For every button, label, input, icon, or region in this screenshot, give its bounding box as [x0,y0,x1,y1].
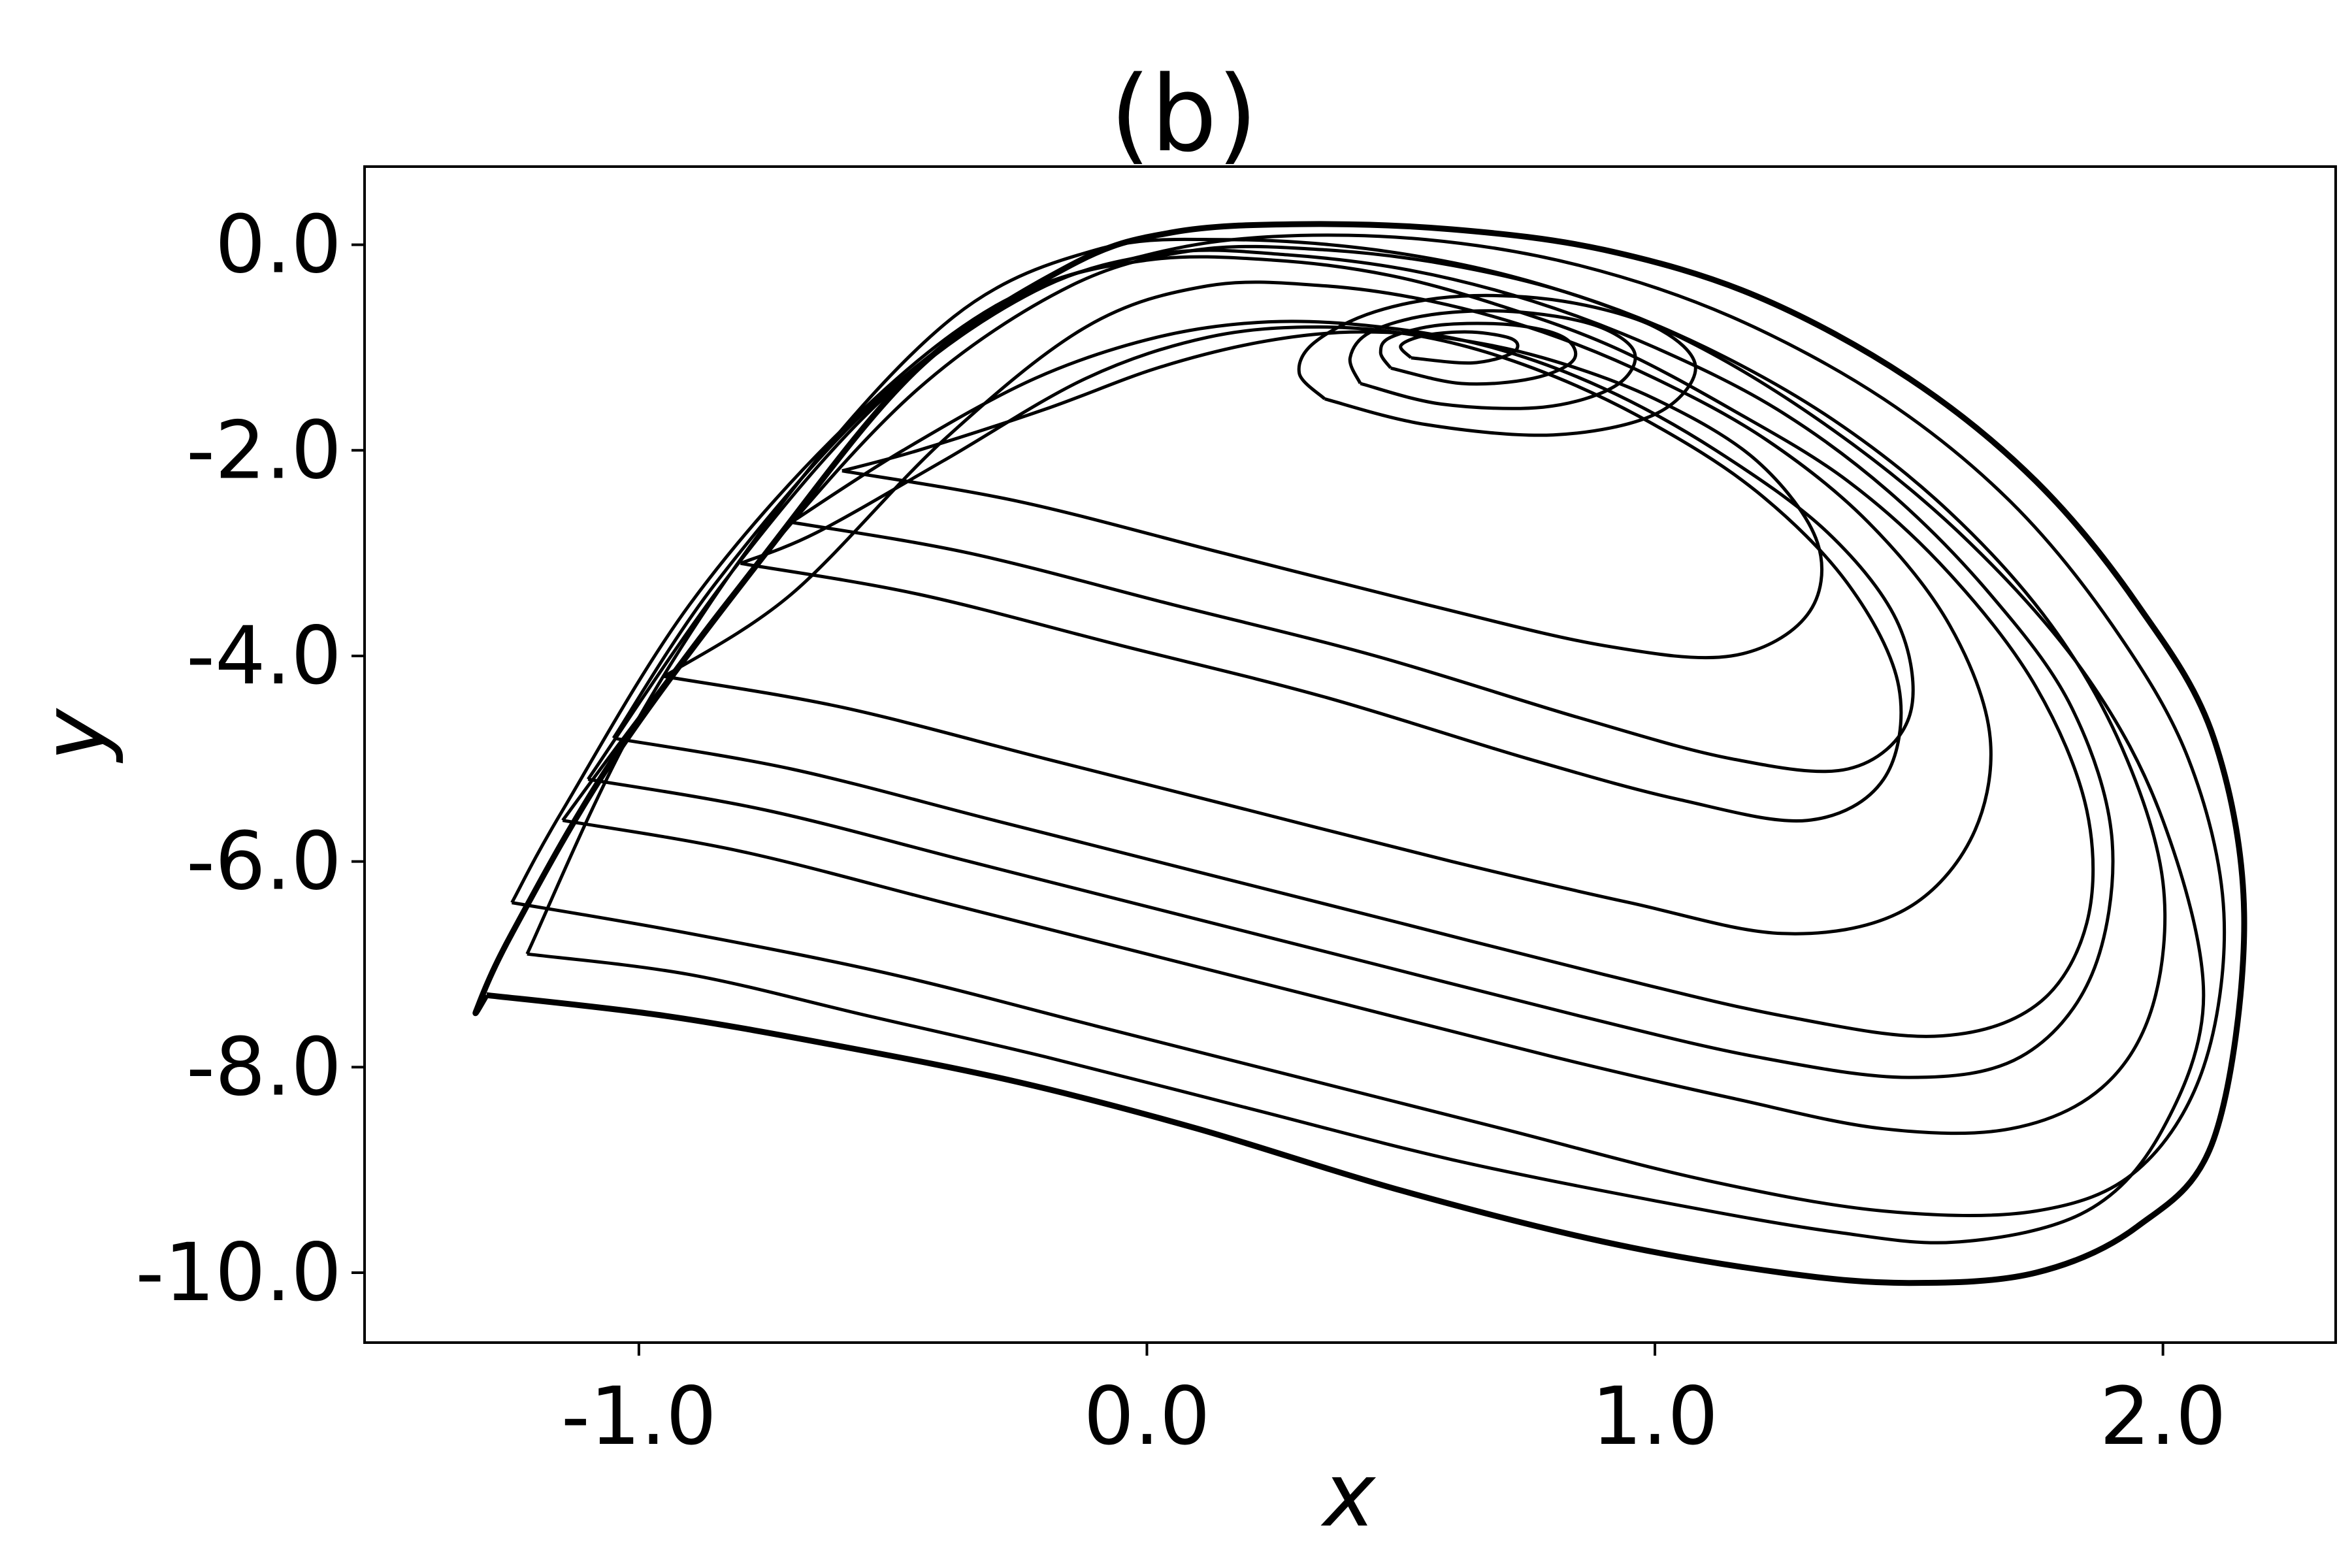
series-line-11 [1399,330,1520,365]
series-line-13 [587,248,2115,1079]
plot-frame [363,165,2337,1344]
chart-title: (b) [1110,53,1258,175]
series-line-5 [663,280,1993,936]
series-line-14 [790,319,1915,774]
series-line-6 [740,325,1903,823]
series-line-9 [1348,309,1637,410]
y-tick-label: 0.0 [215,199,342,291]
y-tick-label: -8.0 [186,1021,342,1113]
y-tick-label: -2.0 [186,404,342,497]
x-tick-label: 2.0 [2100,1370,2227,1463]
y-tick-label: -4.0 [186,610,342,702]
x-tick-label: 0.0 [1083,1370,1210,1463]
x-tick-label: 1.0 [1592,1370,1718,1463]
series-line-12 [525,237,2206,1245]
y-axis: 0.0 -2.0 -4.0 -6.0 -8.0 -10.0 [135,199,365,1319]
series-line-2 [510,233,2227,1218]
y-axis-label: y [23,708,125,764]
x-axis-label: x [1320,1444,1377,1546]
y-tick-label: -6.0 [186,815,342,908]
series-line-1 [472,221,2247,1286]
series-line-7 [841,330,1823,660]
x-tick-label: -1.0 [561,1370,717,1463]
series-layer [472,221,2247,1286]
x-axis: -1.0 0.0 1.0 2.0 [561,1343,2227,1463]
series-line-3 [561,244,2167,1135]
y-tick-label: -10.0 [135,1226,342,1319]
series-line-10 [1379,321,1578,386]
